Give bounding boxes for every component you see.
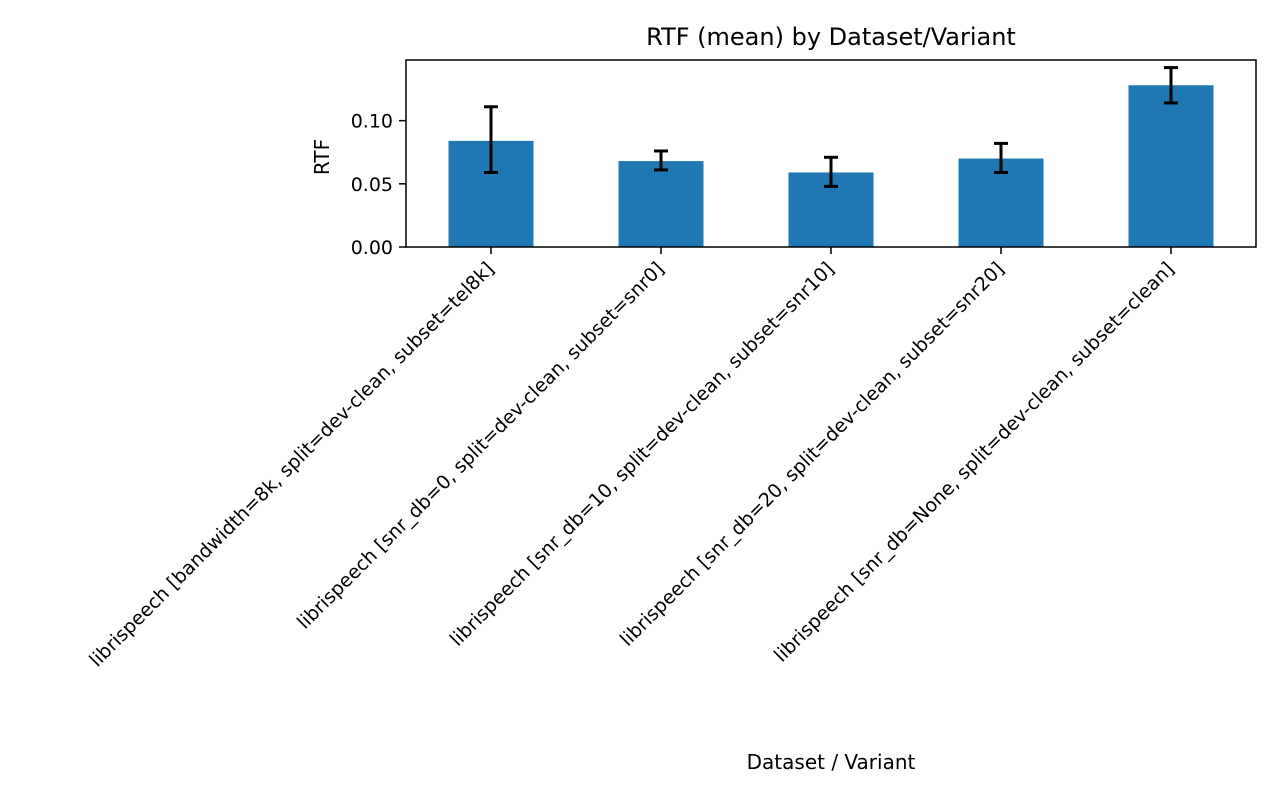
chart-title: RTF (mean) by Dataset/Variant (646, 23, 1016, 51)
error-bar-4 (994, 141, 1008, 174)
bar-5 (1128, 85, 1214, 248)
x-tick-label-1: librispeech [bandwidth=8k, split=dev-cle… (85, 258, 498, 671)
error-bar-5 (1164, 66, 1178, 105)
x-tick-label-3: librispeech [snr_db=10, split=dev-clean,… (446, 258, 839, 651)
error-bars-layer (484, 66, 1178, 188)
y-axis: 0.00 0.05 0.10 (351, 111, 406, 259)
y-tick-label-3: 0.10 (351, 111, 393, 133)
error-bar-1 (484, 105, 498, 174)
x-axis-label: Dataset / Variant (747, 750, 916, 774)
y-tick-label-1: 0.00 (351, 237, 393, 259)
y-tick-label-2: 0.05 (351, 174, 393, 196)
bar-2 (618, 161, 704, 247)
x-tick-label-5: librispeech [snr_db=None, split=dev-clea… (770, 258, 1179, 667)
error-bar-3 (824, 155, 838, 188)
y-axis-label: RTF (310, 139, 334, 175)
x-axis: librispeech [bandwidth=8k, split=dev-cle… (85, 247, 1179, 671)
x-tick-label-2: librispeech [snr_db=0, split=dev-clean, … (293, 258, 669, 634)
x-tick-label-4: librispeech [snr_db=20, split=dev-clean,… (616, 258, 1009, 651)
error-bar-2 (654, 149, 668, 172)
